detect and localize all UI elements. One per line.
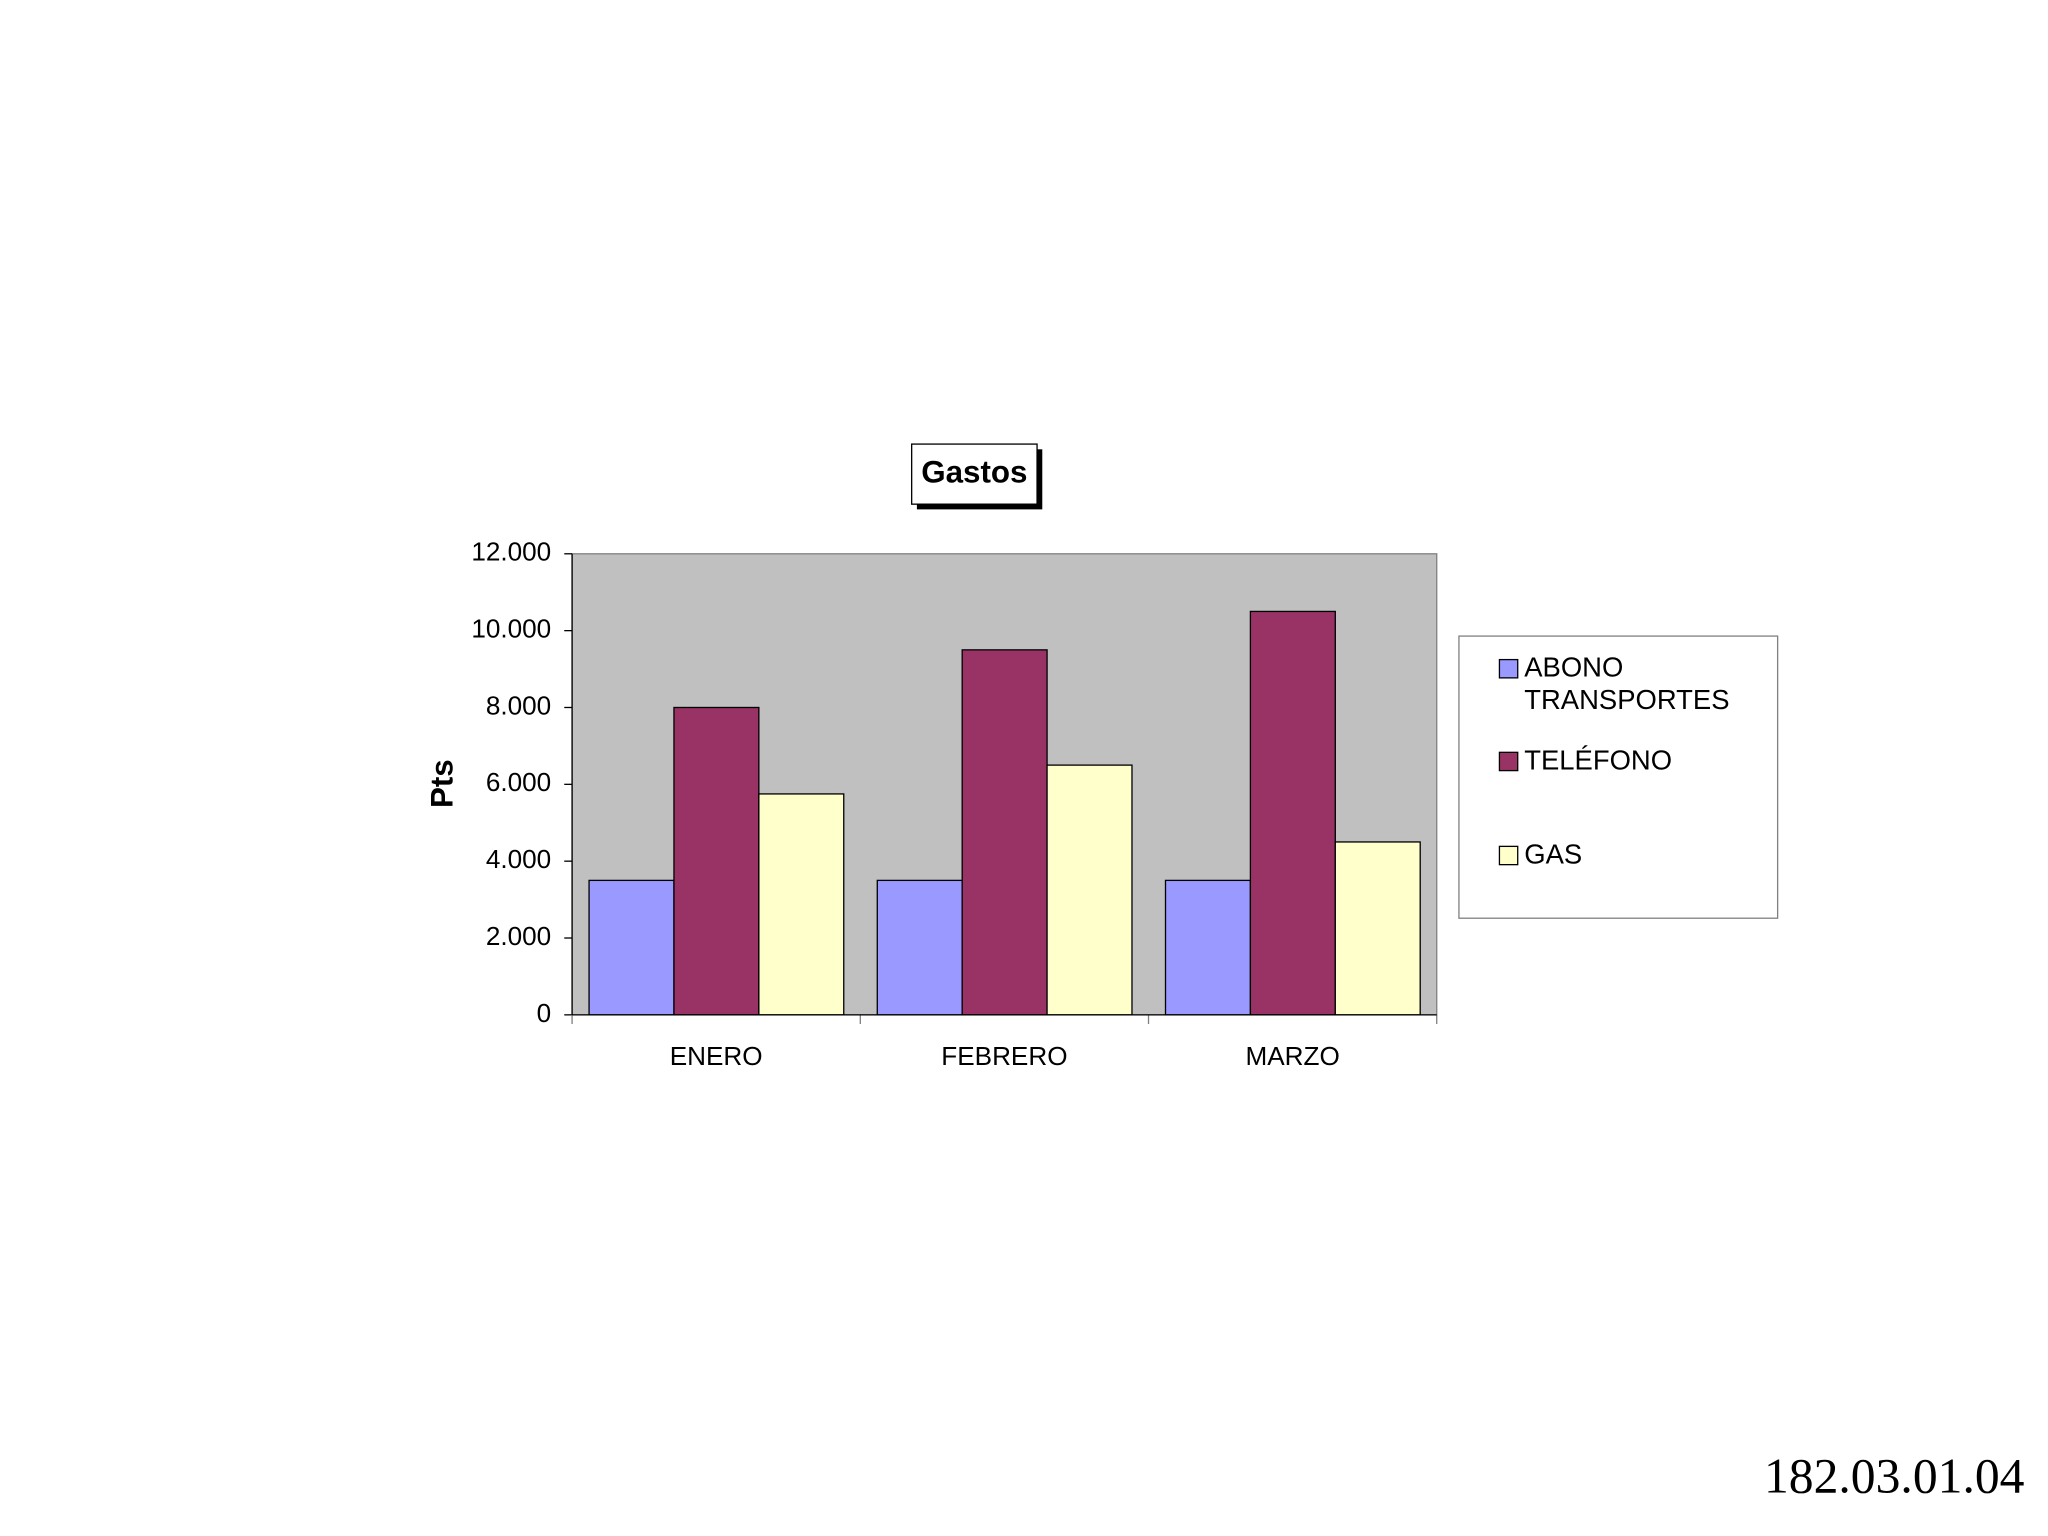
bar (673, 706, 760, 1016)
y-tick-label: 2.000 (486, 921, 551, 951)
bar (1249, 610, 1336, 1016)
y-tick-label: 0 (537, 998, 552, 1028)
bar (1334, 841, 1421, 1016)
legend-entry: TELÉFONO (1524, 745, 1673, 776)
legend-entry: ABONO TRANSPORTES (1524, 653, 1730, 716)
legend-entry: GAS (1524, 839, 1583, 870)
y-tick-label: 6.000 (486, 767, 551, 797)
bar (758, 793, 845, 1016)
bar (961, 649, 1048, 1016)
x-tick-label: FEBRERO (941, 1041, 1067, 1071)
legend-swatch (1498, 751, 1519, 772)
y-tick-label: 4.000 (486, 844, 551, 874)
legend-box (1458, 635, 1779, 919)
bar (1164, 879, 1252, 1016)
y-tick-label: 8.000 (486, 690, 551, 720)
y-tick-label: 10.000 (471, 614, 551, 644)
title-box (911, 443, 1038, 505)
y-tick-label: 12.000 (471, 537, 551, 567)
legend-swatch (1498, 658, 1519, 679)
legend-label: TELÉFONO (1524, 745, 1673, 776)
x-tick-label: ENERO (670, 1041, 763, 1071)
bar (876, 879, 963, 1016)
bar (1046, 764, 1133, 1016)
legend-label: ABONO TRANSPORTES (1524, 653, 1730, 716)
y-axis-label: Pts (424, 759, 459, 808)
legend-label: GAS (1524, 839, 1583, 870)
chart-title: Gastos (921, 454, 1027, 489)
x-tick-label: MARZO (1245, 1041, 1339, 1071)
legend-swatch (1498, 845, 1519, 866)
footer: 182.03.01.04 (1764, 1449, 2025, 1504)
bar (588, 879, 675, 1016)
